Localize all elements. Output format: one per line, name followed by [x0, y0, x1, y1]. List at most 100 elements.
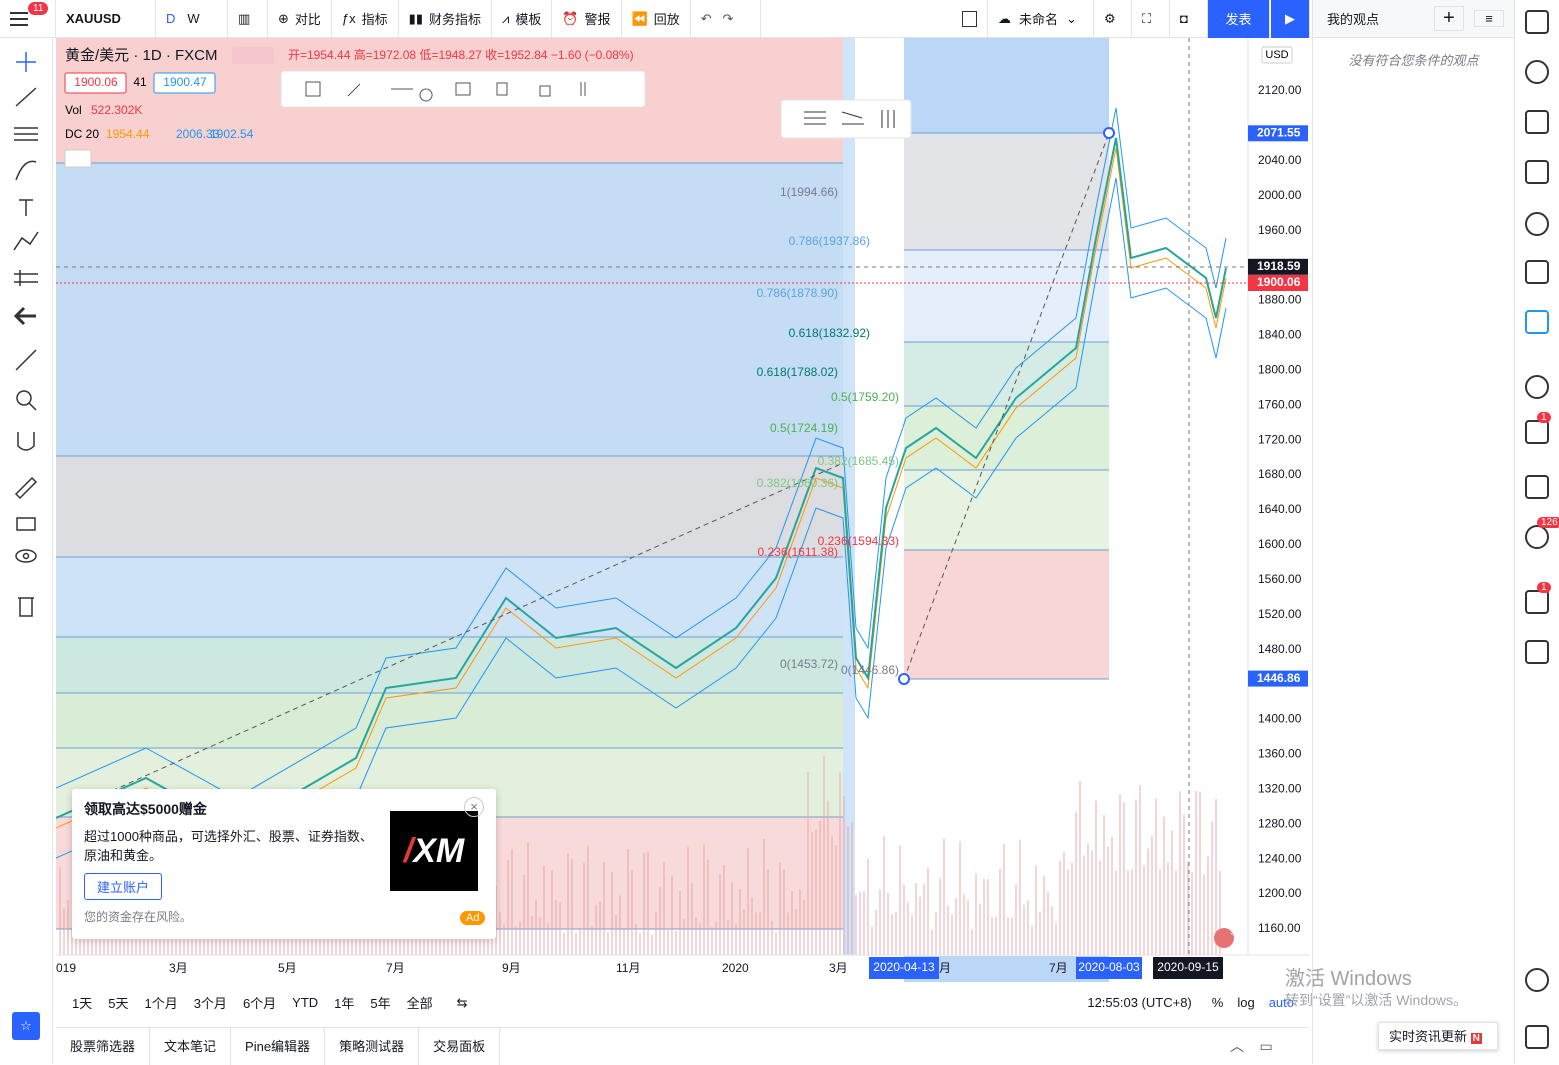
menu-button[interactable]: 11 — [0, 0, 56, 38]
favorite-button[interactable]: ☆ — [12, 1012, 40, 1040]
button-label: 警报 — [584, 12, 611, 27]
spread: 41 — [133, 75, 147, 89]
drawing-toolbar: ☆ — [0, 38, 53, 1064]
price-tick: 1960.00 — [1258, 223, 1302, 237]
ad-close[interactable]: × — [464, 797, 484, 817]
sidebar-icon[interactable] — [1525, 160, 1549, 184]
play-button[interactable]: ▶ — [1270, 0, 1310, 38]
toolbar-button[interactable]: ⏰ 警报 — [552, 0, 622, 38]
price-tick: 1320.00 — [1258, 781, 1302, 795]
bottom-tab[interactable]: 文本笔记 — [150, 1027, 232, 1065]
watermark-title: 激活 Windows — [1285, 968, 1412, 990]
sidebar-icon[interactable] — [1525, 212, 1549, 236]
empty-message: 没有符合您条件的观点 — [1348, 53, 1479, 68]
time-tick: 11月 — [616, 961, 640, 975]
toolbar-button[interactable]: ▮▮ 财务指标 — [399, 0, 492, 38]
toolbar-button[interactable]: ⏪ 回放 — [622, 0, 691, 38]
range-option[interactable]: 1天 — [72, 996, 93, 1011]
range-option[interactable]: 全部 — [406, 996, 433, 1011]
sidebar-icon[interactable]: 1 — [1525, 412, 1551, 444]
add-button[interactable]: + — [1434, 6, 1464, 31]
bottom-tab[interactable]: 股票筛选器 — [56, 1027, 151, 1065]
price-tick: 2120.00 — [1258, 83, 1302, 97]
fib-label: 0.236(1594.33) — [818, 534, 899, 548]
ask: 1900.47 — [163, 75, 207, 89]
time-tick: 9月 — [502, 961, 521, 975]
sidebar-icon[interactable] — [1525, 60, 1549, 84]
dc-value: 1902.54 — [210, 127, 254, 141]
sidebar-icon[interactable] — [1525, 260, 1549, 284]
notification-badge: 11 — [28, 1, 49, 15]
bid-box — [64, 72, 127, 94]
price-tick: 1360.00 — [1258, 747, 1302, 761]
layout-name[interactable]: ☁ 未命名 ⌄ — [988, 0, 1094, 38]
sidebar-icon[interactable] — [1525, 475, 1549, 499]
layout-button[interactable] — [952, 0, 988, 38]
drawing-tools — [13, 52, 39, 617]
fullscreen[interactable]: ⛶ — [1132, 0, 1170, 38]
interval[interactable]: D — [166, 11, 176, 26]
sidebar-icon[interactable] — [1525, 10, 1549, 34]
sidebar-icon[interactable]: 126 — [1525, 517, 1559, 549]
news-toast[interactable]: 实时资讯更新 N — [1378, 1022, 1498, 1050]
range-option[interactable]: 5年 — [370, 996, 391, 1011]
fib-label: 0(1446.86) — [841, 663, 899, 677]
range-option[interactable]: 1个月 — [144, 996, 178, 1011]
list-button[interactable]: ≡ — [1474, 10, 1504, 27]
ad-button[interactable]: 建立账户 — [84, 873, 163, 900]
scale-option[interactable]: log — [1237, 995, 1255, 1010]
snapshot[interactable]: ◘ — [1170, 0, 1208, 38]
range-option[interactable]: 6个月 — [242, 996, 277, 1011]
sidebar-icon[interactable] — [1525, 1025, 1549, 1049]
toolbar-button[interactable]: ⩘ 模板 — [492, 0, 553, 38]
range-option[interactable]: 3个月 — [193, 996, 227, 1011]
bottom-tab[interactable]: 交易面板 — [419, 1027, 501, 1065]
price-badge-text: 2071.55 — [1257, 125, 1301, 139]
interval[interactable]: W — [187, 11, 200, 26]
sidebar-badge: 1 — [1537, 412, 1551, 423]
price-badge — [1248, 125, 1308, 142]
fib-label: 0.786(1937.86) — [789, 234, 870, 248]
toolbar-button[interactable]: ⊕ 对比 — [268, 0, 332, 38]
range-option[interactable]: 5天 — [108, 996, 129, 1011]
legend-title: 黄金/美元 · 1D · FXCM — [65, 47, 218, 64]
fib-label: 0.786(1878.90) — [757, 286, 838, 300]
clock: 12:55:03 (UTC+8) — [1087, 995, 1192, 1010]
toolbar-button[interactable]: ƒx 指标 — [332, 0, 399, 38]
sidebar-icon[interactable] — [1525, 968, 1549, 992]
date-badge-text: 2020-08-03 — [1078, 960, 1140, 974]
scale-option[interactable]: auto — [1268, 995, 1294, 1010]
time-tick: 3月 — [169, 961, 188, 975]
floating-toolbar — [780, 99, 912, 139]
publish-button[interactable]: 发表 — [1208, 0, 1270, 38]
panel-controls[interactable]: ︿ ▭ — [1230, 1038, 1273, 1054]
sidebar-icon[interactable] — [1525, 375, 1549, 399]
fib-zone — [904, 406, 1109, 470]
sidebar-badge: 1 — [1537, 582, 1551, 593]
settings[interactable]: ⚙ — [1094, 0, 1132, 38]
price-badge — [1248, 670, 1308, 687]
undo-redo[interactable]: ↶ ↷ — [691, 0, 761, 38]
goto-date[interactable]: ⇆ — [456, 994, 468, 1010]
price-tick: 1680.00 — [1258, 467, 1302, 481]
fib-zone — [904, 342, 1109, 406]
scale-option[interactable]: % — [1211, 995, 1224, 1010]
symbol[interactable]: XAUUSD — [56, 0, 156, 38]
sidebar-icon[interactable] — [1525, 640, 1549, 664]
bottom-tab[interactable]: 策略测试器 — [325, 1027, 420, 1065]
range-option[interactable]: YTD — [292, 995, 319, 1010]
price-tick: 1480.00 — [1258, 642, 1302, 656]
range-bar: 1天 5天 1个月 3个月 6个月 YTD 1年 5年 全部 ⇆ 12:55:03 (UTC+8)%… — [56, 985, 1308, 1020]
sidebar-icon[interactable]: 1 — [1525, 582, 1551, 614]
chart-style[interactable]: ▥ — [228, 0, 268, 38]
range-option[interactable]: 1年 — [334, 996, 355, 1011]
button-label: 对比 — [294, 12, 321, 27]
fib-zone — [56, 456, 843, 557]
price-badge-text: 1918.59 — [1257, 259, 1301, 273]
bottom-tab[interactable]: Pine编辑器 — [231, 1027, 326, 1065]
ask-box — [153, 72, 216, 94]
price-badge-text: 1900.06 — [1257, 275, 1301, 289]
sidebar-icon[interactable] — [1525, 110, 1549, 134]
sidebar-icon[interactable] — [1525, 310, 1549, 334]
